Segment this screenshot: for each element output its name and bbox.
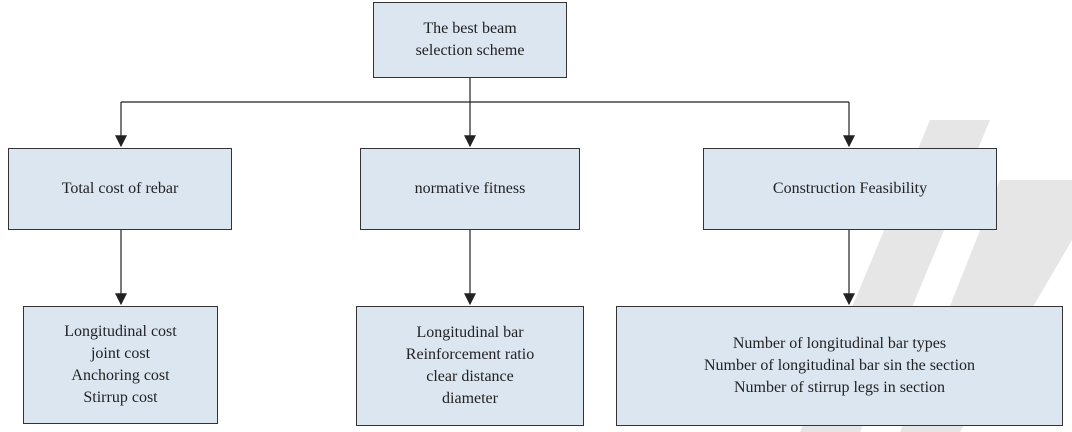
node-box: Number of longitudinal bar types Number o… (616, 306, 1063, 426)
node-box: Longitudinal bar Reinforcement ratio clear… (356, 306, 584, 426)
node-text: Number of longitudinal bar types (732, 335, 947, 352)
node-text: Number of stirrup legs in section (733, 379, 946, 396)
node-text: Number of longitudinal bar sin the secti… (703, 357, 976, 374)
node-text: Longitudinal cost (64, 323, 177, 340)
node-box: Construction Feasibility (703, 148, 997, 230)
node-box: normative fitness (360, 148, 580, 230)
node-text: selection scheme (415, 42, 525, 59)
node-text: normative fitness (414, 180, 526, 197)
node-text: Stirrup cost (83, 389, 158, 406)
node-text: Anchoring cost (71, 367, 170, 384)
node-text: Reinforcement ratio (405, 346, 535, 363)
node-text: diameter (442, 390, 498, 407)
node-text: Total cost of rebar (61, 180, 179, 197)
node-box: Total cost of rebar (8, 148, 232, 230)
node-text: Longitudinal bar (416, 324, 524, 341)
node-text: Construction Feasibility (772, 180, 928, 197)
node-text: joint cost (90, 345, 151, 362)
node-text: The best beam (423, 20, 517, 37)
node-box: The best beam selection scheme (373, 2, 567, 78)
arrows (115, 78, 855, 306)
node-box: Longitudinal cost joint cost Anchoring cos… (23, 306, 218, 424)
node-text: clear distance (426, 368, 514, 385)
